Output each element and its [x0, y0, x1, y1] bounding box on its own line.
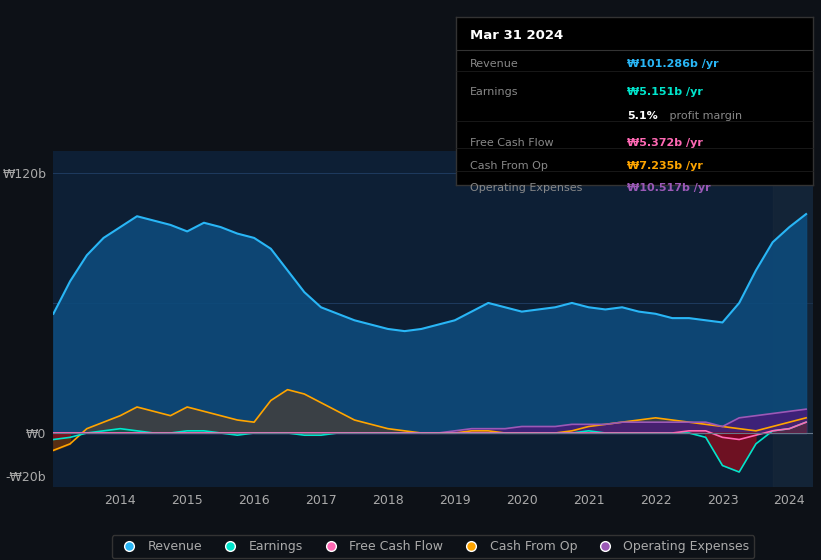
Text: profit margin: profit margin — [667, 111, 742, 121]
Text: ₩101.286b /yr: ₩101.286b /yr — [627, 59, 718, 69]
Text: Revenue: Revenue — [470, 59, 519, 69]
Text: Cash From Op: Cash From Op — [470, 161, 548, 171]
Text: ₩5.151b /yr: ₩5.151b /yr — [627, 87, 703, 97]
Legend: Revenue, Earnings, Free Cash Flow, Cash From Op, Operating Expenses: Revenue, Earnings, Free Cash Flow, Cash … — [112, 535, 754, 558]
Text: Free Cash Flow: Free Cash Flow — [470, 138, 553, 148]
Text: ₩5.372b /yr: ₩5.372b /yr — [627, 138, 703, 148]
Text: Operating Expenses: Operating Expenses — [470, 183, 582, 193]
Text: 5.1%: 5.1% — [627, 111, 658, 121]
Text: ₩7.235b /yr: ₩7.235b /yr — [627, 161, 703, 171]
Text: Earnings: Earnings — [470, 87, 518, 97]
Bar — [773, 151, 816, 487]
Text: ₩10.517b /yr: ₩10.517b /yr — [627, 183, 711, 193]
Text: Mar 31 2024: Mar 31 2024 — [470, 29, 563, 41]
